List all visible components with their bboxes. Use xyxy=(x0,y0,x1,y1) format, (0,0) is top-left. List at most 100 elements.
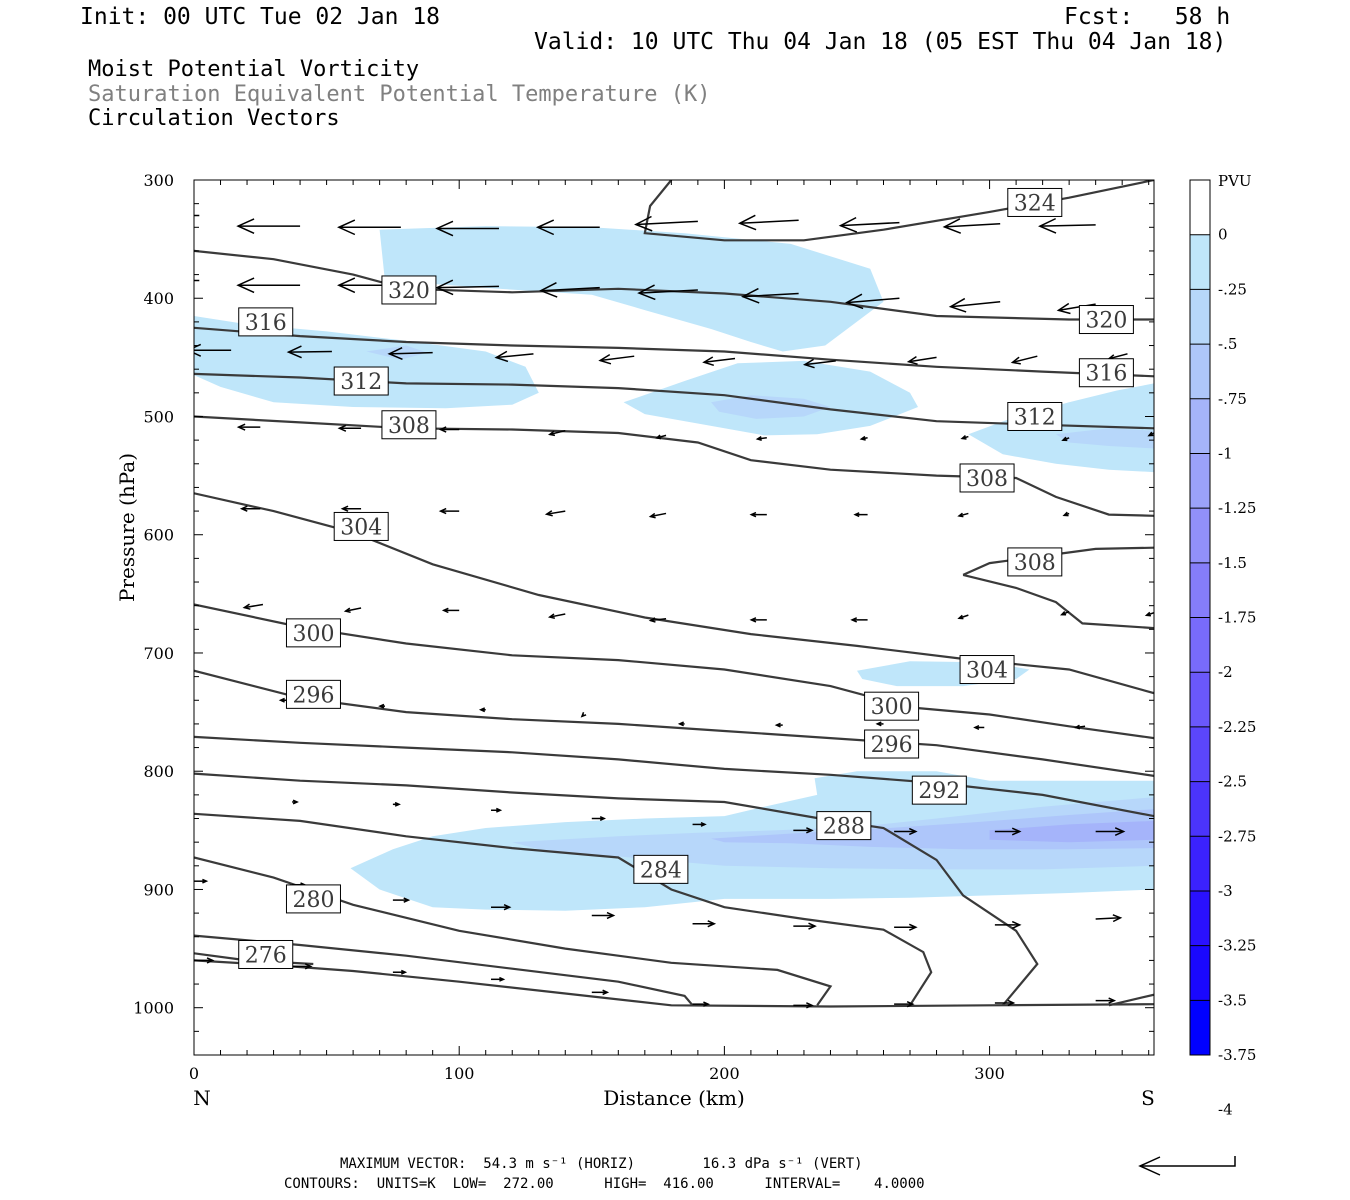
circulation-vector xyxy=(793,922,817,930)
y-tick-label: 900 xyxy=(143,880,174,899)
contour-label: 284 xyxy=(633,854,689,884)
contour-label-text: 316 xyxy=(245,311,287,336)
contour-label-text: 312 xyxy=(1014,405,1056,430)
contour-label: 308 xyxy=(381,410,437,440)
contour-label-text: 292 xyxy=(918,779,960,804)
colorbar-tick-label: -3.5 xyxy=(1218,991,1247,1009)
contour-label-text: 296 xyxy=(292,683,334,708)
circulation-vector xyxy=(741,287,799,304)
colorbar-cell xyxy=(1190,781,1210,837)
contour-label-text: 276 xyxy=(245,943,287,968)
title-circulation: Circulation Vectors xyxy=(88,106,340,131)
colorbar-tick-label: -1.75 xyxy=(1218,609,1256,627)
forecast-hour-label: Fcst: 58 h xyxy=(1064,4,1231,30)
circulation-vector xyxy=(494,350,534,363)
x-tick-label: 300 xyxy=(974,1064,1005,1083)
colorbar-cell xyxy=(1190,398,1210,454)
contour-label-text: 296 xyxy=(871,733,913,758)
contour-label-text: 300 xyxy=(292,622,334,647)
pv-shade-region xyxy=(711,395,831,419)
circulation-vector xyxy=(850,617,868,623)
circulation-vector xyxy=(1147,431,1154,437)
pv-shade-region xyxy=(989,820,1154,843)
colorbar-cell xyxy=(1190,508,1210,564)
circulation-vector xyxy=(973,724,985,730)
colorbar-tick-label: -1.25 xyxy=(1218,499,1256,517)
y-tick-label: 300 xyxy=(143,171,174,190)
y-tick-label: 1000 xyxy=(133,999,174,1018)
y-tick-label: 800 xyxy=(143,762,174,781)
contour-label: 320 xyxy=(381,275,437,305)
circulation-vector xyxy=(859,435,868,441)
contour-label: 276 xyxy=(238,939,294,969)
circulation-vector xyxy=(692,1001,710,1007)
circulation-vector xyxy=(994,827,1022,836)
contour-label-text: 308 xyxy=(388,414,430,439)
contour-label-text: 304 xyxy=(966,659,1008,684)
x-axis-label: Distance (km) xyxy=(603,1086,745,1110)
contour-label: 288 xyxy=(816,811,872,841)
circulation-vector xyxy=(194,214,200,217)
theta-contour xyxy=(1108,993,1154,1007)
contour-label: 316 xyxy=(1078,358,1134,388)
circulation-vector xyxy=(236,218,301,234)
y-tick-label: 500 xyxy=(143,407,174,426)
contour-label: 292 xyxy=(911,775,967,805)
circulation-vector xyxy=(894,1000,915,1008)
circulation-vector xyxy=(677,721,685,727)
circulation-vector xyxy=(286,345,332,359)
circulation-vector xyxy=(392,897,411,903)
contour-label-text: 284 xyxy=(640,858,682,883)
circulation-vector xyxy=(378,703,385,709)
circulation-vector xyxy=(1095,914,1123,923)
circulation-vector xyxy=(491,976,506,982)
circulation-vector xyxy=(491,904,512,911)
contour-label: 316 xyxy=(238,307,294,337)
colorbar-tick-label: -2.5 xyxy=(1218,773,1247,791)
y-tick-label: 700 xyxy=(143,644,174,663)
circulation-vector xyxy=(1038,217,1096,234)
contour-label-text: 288 xyxy=(823,815,865,840)
circulation-vector xyxy=(1061,436,1070,442)
colorbar-tick-label: -3.25 xyxy=(1218,937,1256,955)
colorbar-cell xyxy=(1190,672,1210,728)
contour-label-text: 300 xyxy=(871,695,913,720)
circulation-vector xyxy=(637,284,698,301)
colorbar-cell xyxy=(1190,289,1210,345)
contour-label: 308 xyxy=(1007,547,1063,577)
circulation-vector xyxy=(387,346,433,361)
circulation-vector xyxy=(906,356,937,365)
circulation-vector xyxy=(654,434,667,440)
circulation-vector xyxy=(692,821,707,827)
south-label: S xyxy=(1141,1086,1155,1110)
colorbar-tick-label: -3 xyxy=(1218,882,1233,900)
circulation-vector xyxy=(994,920,1022,929)
circulation-vector xyxy=(242,603,264,610)
circulation-vector xyxy=(491,807,503,813)
circulation-vector xyxy=(774,722,783,728)
circulation-vector xyxy=(960,435,969,440)
contour-label: 296 xyxy=(864,729,920,759)
circulation-vector xyxy=(793,1002,814,1009)
circulation-vector xyxy=(194,343,232,357)
theta-contour xyxy=(194,326,1154,378)
circulation-vector xyxy=(435,220,499,237)
contour-label-text: 312 xyxy=(340,370,382,395)
circulation-vector xyxy=(853,512,868,518)
axis-ticks xyxy=(193,179,1154,1056)
circulation-vector xyxy=(1095,997,1117,1004)
circulation-vector xyxy=(580,711,587,718)
colorbar-cell xyxy=(1190,726,1210,783)
contour-label: 296 xyxy=(285,679,341,709)
circulation-vector xyxy=(340,505,362,512)
circulation-vector xyxy=(392,969,408,975)
north-label: N xyxy=(193,1086,211,1110)
colorbar-cell xyxy=(1190,836,1210,892)
contour-label-text: 308 xyxy=(966,467,1008,492)
pv-shade-region xyxy=(366,345,428,360)
contour-label-text: 320 xyxy=(388,279,430,304)
theta-contour xyxy=(194,959,1154,1008)
colorbar-cell xyxy=(1190,890,1210,947)
circulation-vector xyxy=(438,507,460,515)
